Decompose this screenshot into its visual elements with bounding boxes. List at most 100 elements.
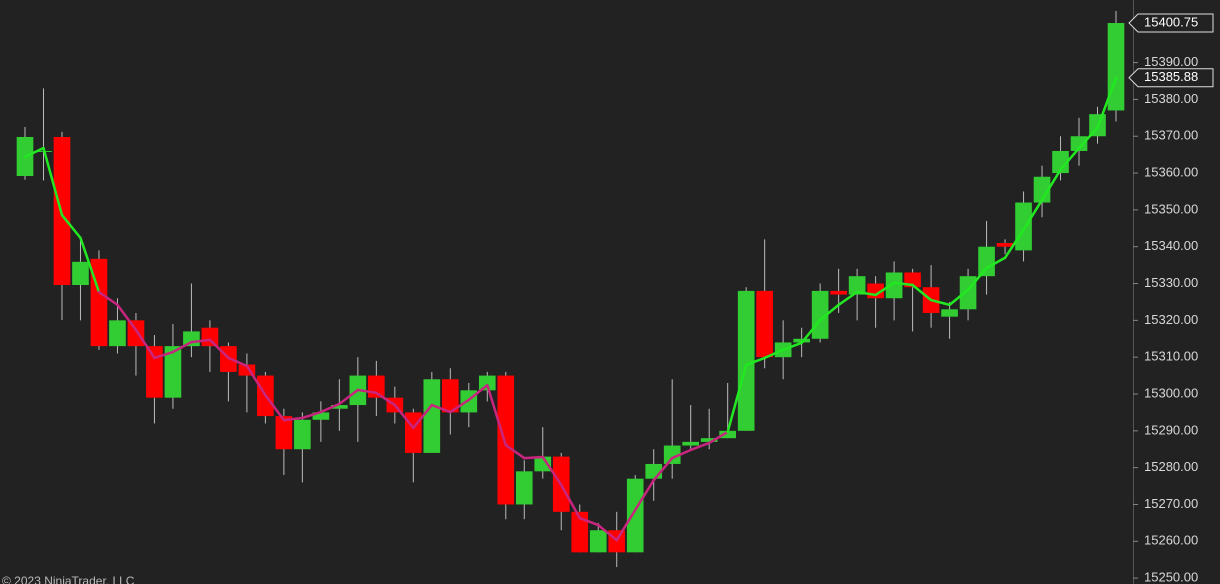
ma-segment — [171, 340, 193, 354]
candle-body — [423, 379, 441, 453]
ma-segment — [1022, 198, 1044, 232]
candle-body — [737, 290, 755, 431]
price-label: 15385.88 — [1144, 69, 1198, 84]
y-tick-label: 15330.00 — [1144, 275, 1198, 290]
candle-body — [626, 478, 644, 553]
ma-segment — [134, 328, 156, 360]
candle-body — [312, 412, 330, 420]
ma-segment — [985, 256, 1007, 270]
candle-body — [497, 375, 515, 505]
y-tick-label: 15260.00 — [1144, 533, 1198, 548]
y-tick-label: 15340.00 — [1144, 238, 1198, 253]
ma-segment — [319, 402, 341, 414]
ma-segment — [541, 455, 563, 487]
ma-segment — [412, 403, 434, 430]
y-tick-label: 15390.00 — [1144, 54, 1198, 69]
ma-segment — [338, 388, 360, 406]
candle-body — [478, 375, 496, 391]
price-label-box — [1128, 13, 1214, 33]
price-label-box — [1128, 68, 1214, 88]
ma-segment — [892, 281, 914, 287]
y-tick-label: 15370.00 — [1144, 128, 1198, 143]
candle-body — [294, 419, 311, 450]
ma-segment — [449, 398, 471, 414]
ma-segment — [467, 383, 489, 402]
candle-body — [201, 327, 219, 347]
candle-body — [848, 276, 866, 295]
ma-segment — [615, 508, 637, 542]
candle-body — [1070, 136, 1088, 151]
ma-segment — [227, 356, 249, 368]
ma-segment — [486, 383, 508, 447]
candle-body — [996, 243, 1014, 247]
y-tick-label: 15320.00 — [1144, 312, 1198, 327]
ma-segment — [190, 338, 212, 344]
ma-segment — [800, 318, 822, 345]
ma-segment — [818, 303, 840, 322]
ma-segment — [560, 483, 581, 520]
candle-body — [146, 346, 163, 398]
ma-segment — [1003, 228, 1025, 260]
candle-body — [589, 530, 607, 553]
ma-segment — [208, 338, 230, 360]
ma-segment — [1059, 146, 1081, 172]
candle-body — [756, 290, 773, 358]
candle-body — [793, 338, 810, 343]
ma-segment — [911, 283, 933, 302]
ma-segment — [763, 348, 785, 360]
ma-segment — [744, 356, 766, 367]
price-label: 15400.75 — [1144, 14, 1198, 29]
y-tick-label: 15380.00 — [1144, 91, 1198, 106]
ma-segment — [726, 363, 748, 434]
candle-body — [1015, 202, 1032, 251]
ma-segment — [523, 455, 545, 460]
candle-body — [515, 471, 533, 505]
ma-segment — [153, 350, 175, 360]
candle-body — [941, 309, 958, 317]
candle-body — [72, 261, 89, 286]
y-tick-label: 15290.00 — [1144, 422, 1198, 437]
ma-segment — [1077, 126, 1099, 150]
ma-segment — [301, 410, 323, 420]
ma-segment — [855, 290, 877, 297]
y-tick-label: 15280.00 — [1144, 459, 1198, 474]
ma-segment — [504, 443, 526, 460]
ma-segment — [282, 416, 304, 422]
candle-body — [1107, 23, 1125, 111]
candle-body — [127, 320, 145, 347]
ma-segment — [578, 516, 600, 527]
candle-body — [663, 445, 681, 464]
candle-body — [571, 511, 589, 553]
ma-segment — [1096, 76, 1118, 130]
ma-segment — [116, 303, 138, 332]
candle-body — [978, 246, 995, 277]
ma-segment — [966, 266, 988, 292]
y-tick-label: 15300.00 — [1144, 385, 1198, 400]
y-tick-label: 15350.00 — [1144, 201, 1198, 216]
ma-segment — [23, 146, 45, 159]
y-tick-label: 15360.00 — [1144, 165, 1198, 180]
candle-body — [331, 405, 348, 409]
ma-segment — [874, 281, 896, 297]
ma-segment — [97, 290, 119, 307]
candle-body — [238, 364, 256, 376]
candle-body — [885, 272, 903, 299]
y-tick-label: 15310.00 — [1144, 349, 1198, 364]
candle-body — [1052, 150, 1069, 174]
ma-segment — [42, 146, 64, 217]
ma-segment — [929, 298, 951, 307]
ma-segment — [781, 341, 803, 352]
candle-body — [164, 346, 182, 398]
candle-body — [534, 456, 552, 472]
ma-segment — [948, 288, 970, 307]
candle-body — [109, 320, 126, 347]
ma-segment — [430, 403, 452, 414]
ma-segment — [633, 478, 655, 512]
candle-body — [719, 430, 736, 439]
ma-segment — [393, 403, 415, 430]
ma-segment — [79, 236, 101, 294]
y-tick-label: 15270.00 — [1144, 496, 1198, 511]
ma-segment — [837, 290, 859, 307]
